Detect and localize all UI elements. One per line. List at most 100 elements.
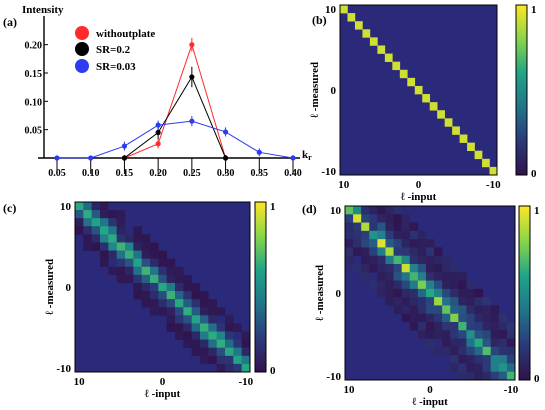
- heatmap-cell: [183, 307, 192, 316]
- heatmap-cell: [191, 331, 201, 340]
- heatmap-cell: [466, 288, 475, 298]
- y-axis-label: ℓ -measured: [314, 265, 326, 321]
- heatmap-cell: [175, 307, 184, 316]
- data-point: [222, 155, 229, 161]
- heatmap-cell: [141, 291, 151, 300]
- x-tick-label: 0.35: [251, 168, 269, 179]
- data-point: [155, 141, 161, 147]
- heatmap-cell: [506, 371, 516, 381]
- heatmap-cell: [450, 288, 459, 298]
- heatmap-cell: [409, 280, 419, 290]
- heatmap-cell: [208, 347, 217, 357]
- colorbar: [515, 4, 528, 176]
- heatmap-cell: [150, 274, 159, 284]
- colorbar-max-label: 1: [270, 201, 276, 213]
- heatmap-cell: [377, 288, 386, 298]
- heatmap-cell: [409, 297, 419, 306]
- heatmap-cell: [444, 118, 453, 127]
- heatmap-cell: [175, 299, 184, 308]
- x-tick-label: -10: [238, 376, 253, 388]
- heatmap-cell: [437, 110, 445, 119]
- heatmap-cell: [506, 355, 516, 364]
- heatmap-cell: [385, 264, 394, 273]
- heatmap-cell: [490, 330, 500, 339]
- heatmap-cell: [401, 305, 411, 315]
- panel-label-a: (a): [3, 15, 17, 29]
- heatmap-cell: [482, 371, 492, 381]
- heatmap-cell: [353, 206, 362, 215]
- x-axis-label: ℓ -input: [401, 191, 437, 203]
- y-tick-label: -10: [321, 166, 336, 178]
- heatmap-cell: [116, 266, 126, 276]
- heatmap-cell: [482, 322, 492, 331]
- heatmap-cell: [75, 218, 84, 227]
- heatmap-cell: [393, 264, 402, 273]
- heatmap-cell: [482, 297, 492, 306]
- heatmap-cell: [216, 355, 226, 365]
- heatmap-cell: [466, 330, 475, 339]
- heatmap-cell: [434, 288, 443, 298]
- heatmap-cell: [353, 230, 362, 240]
- heatmap-cell: [385, 297, 394, 306]
- heatmap-cell: [166, 266, 176, 276]
- data-point: [121, 155, 128, 161]
- heatmap-cell: [100, 218, 109, 227]
- heatmap-cell: [417, 280, 427, 290]
- heatmap-cell: [225, 339, 234, 349]
- heatmap-cell: [133, 282, 142, 292]
- heatmap-cell: [166, 299, 176, 308]
- heatmap-cell: [175, 315, 184, 324]
- y-tick-label: 0: [66, 282, 72, 294]
- heatmap-cell: [133, 266, 142, 276]
- colorbar-max-label: 1: [534, 205, 540, 217]
- heatmap-cell: [133, 234, 142, 243]
- x-axis-label: ℓ -input: [412, 396, 448, 408]
- heatmap-cell: [442, 346, 451, 356]
- x-tick-label: 0.10: [82, 168, 100, 179]
- heatmap-cell: [385, 255, 394, 265]
- heatmap-cell: [200, 339, 209, 349]
- heatmap-cell: [83, 234, 92, 243]
- heatmap-cell: [498, 355, 508, 364]
- heatmap-cell: [175, 331, 184, 340]
- legend-label: withoutplate: [96, 28, 155, 40]
- heatmap-cell: [116, 226, 126, 235]
- heatmap-cell: [361, 239, 370, 248]
- heatmap-cell: [200, 355, 209, 365]
- panel-label: (d): [302, 202, 317, 216]
- heatmap-cell: [345, 206, 354, 215]
- heatmap-cell: [393, 239, 402, 248]
- heatmap-cell: [393, 214, 402, 223]
- heatmap-cell: [434, 346, 443, 356]
- heatmap-cell: [241, 339, 251, 349]
- series-line: [124, 43, 227, 159]
- heatmap-cell: [401, 222, 411, 232]
- heatmap-cell: [458, 355, 467, 364]
- heatmap-cell: [233, 347, 242, 357]
- heatmap-cell: [183, 274, 192, 284]
- heatmap-cell: [216, 347, 226, 357]
- heatmap-cell: [377, 230, 386, 240]
- heatmap-cell: [450, 297, 459, 306]
- heatmap-cell: [417, 322, 427, 331]
- heatmap-cell: [208, 307, 217, 316]
- heatmap-cell: [241, 355, 251, 365]
- heatmap-cell: [401, 230, 411, 240]
- heatmap-cell: [506, 346, 516, 356]
- heatmap-frame: [339, 4, 498, 176]
- heatmap-cell: [442, 280, 451, 290]
- heatmap-cell: [425, 255, 435, 265]
- heatmap-cell: [466, 338, 475, 348]
- heatmap-cell: [458, 330, 467, 339]
- heatmap-cell: [490, 338, 500, 348]
- heatmap-cell: [100, 226, 109, 235]
- heatmap-cell: [361, 214, 370, 223]
- heatmap-cell: [498, 313, 508, 323]
- heatmap-cell: [458, 363, 467, 373]
- heatmap-cell: [450, 322, 459, 331]
- heatmap-cell: [116, 234, 126, 243]
- heatmap-cell: [208, 355, 217, 365]
- heatmap-cell: [417, 313, 427, 323]
